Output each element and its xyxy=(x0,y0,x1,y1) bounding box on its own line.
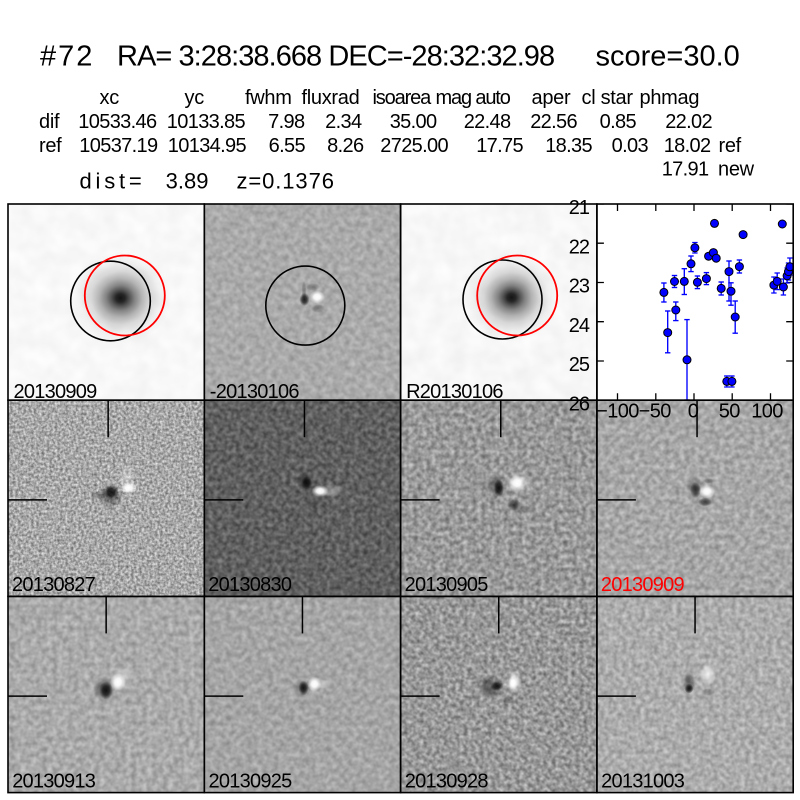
svg-text:10134.95: 10134.95 xyxy=(168,135,247,157)
svg-text:22.56: 22.56 xyxy=(530,111,577,133)
svg-text:20130827: 20130827 xyxy=(12,574,96,596)
svg-text:#72: #72 xyxy=(40,41,94,73)
svg-text:26: 26 xyxy=(569,393,590,415)
svg-text:23: 23 xyxy=(569,276,590,298)
svg-text:3.89: 3.89 xyxy=(166,169,209,194)
svg-text:25: 25 xyxy=(569,354,590,376)
svg-text:20130913: 20130913 xyxy=(12,770,96,792)
svg-text:21: 21 xyxy=(569,197,590,219)
svg-text:22: 22 xyxy=(569,236,590,258)
svg-text:aper: aper xyxy=(532,87,571,109)
svg-text:fwhm: fwhm xyxy=(245,87,292,109)
svg-text:mag auto: mag auto xyxy=(436,87,511,109)
svg-text:22.48: 22.48 xyxy=(464,111,511,133)
svg-text:100: 100 xyxy=(751,401,783,423)
svg-text:phmag: phmag xyxy=(640,87,700,109)
svg-text:7.98: 7.98 xyxy=(268,111,305,133)
svg-text:ref: ref xyxy=(719,135,742,157)
svg-text:−50: −50 xyxy=(639,401,672,423)
svg-text:50: 50 xyxy=(719,401,741,423)
svg-text:20130909: 20130909 xyxy=(601,574,685,596)
svg-text:20131003: 20131003 xyxy=(601,770,685,792)
svg-text:20130925: 20130925 xyxy=(209,770,293,792)
svg-text:17.75: 17.75 xyxy=(476,135,523,157)
svg-text:24: 24 xyxy=(569,315,590,337)
svg-text:10537.19: 10537.19 xyxy=(79,135,158,157)
svg-text:RA= 3:28:38.668 DEC=-28:32:32.: RA= 3:28:38.668 DEC=-28:32:32.98 xyxy=(117,41,554,73)
svg-text:20130830: 20130830 xyxy=(208,574,292,596)
svg-text:cl star: cl star xyxy=(582,87,634,109)
svg-text:isoarea: isoarea xyxy=(373,87,433,109)
svg-text:20130928: 20130928 xyxy=(405,770,489,792)
svg-text:18.35: 18.35 xyxy=(545,135,592,157)
svg-text:R20130106: R20130106 xyxy=(406,381,503,403)
svg-text:dist=: dist= xyxy=(80,169,146,194)
svg-text:2725.00: 2725.00 xyxy=(380,135,448,157)
svg-text:20130905: 20130905 xyxy=(405,574,489,596)
svg-text:0: 0 xyxy=(688,401,699,423)
svg-text:yc: yc xyxy=(185,87,205,109)
svg-text:17.91: 17.91 xyxy=(662,159,709,181)
svg-text:-20130106: -20130106 xyxy=(210,381,300,403)
svg-text:22.02: 22.02 xyxy=(665,111,712,133)
svg-text:8.26: 8.26 xyxy=(327,135,364,157)
svg-text:xc: xc xyxy=(100,87,120,109)
svg-text:0.03: 0.03 xyxy=(612,135,649,157)
svg-text:new: new xyxy=(718,159,755,181)
svg-text:0.85: 0.85 xyxy=(600,111,637,133)
svg-text:z=0.1376: z=0.1376 xyxy=(237,169,335,194)
svg-text:fluxrad: fluxrad xyxy=(302,87,360,109)
svg-text:10533.46: 10533.46 xyxy=(78,111,157,133)
svg-text:6.55: 6.55 xyxy=(269,135,306,157)
svg-text:10133.85: 10133.85 xyxy=(167,111,246,133)
svg-text:2.34: 2.34 xyxy=(325,111,362,133)
svg-text:35.00: 35.00 xyxy=(390,111,437,133)
svg-text:ref: ref xyxy=(39,135,62,157)
svg-text:18.02: 18.02 xyxy=(664,135,711,157)
svg-text:score=30.0: score=30.0 xyxy=(596,41,740,73)
svg-text:20130909: 20130909 xyxy=(14,381,98,403)
svg-text:−100: −100 xyxy=(596,401,639,423)
svg-text:dif: dif xyxy=(39,111,60,133)
